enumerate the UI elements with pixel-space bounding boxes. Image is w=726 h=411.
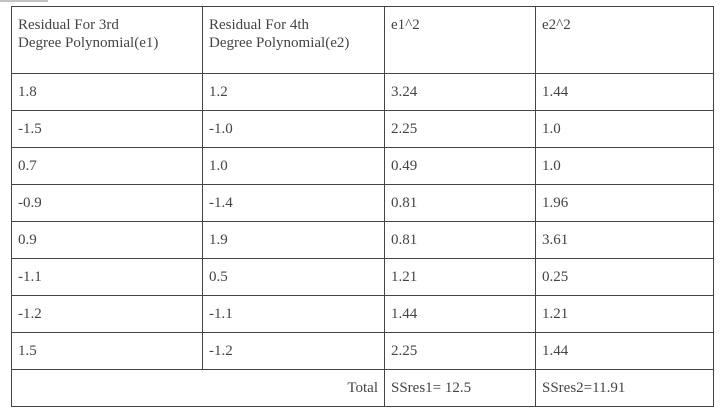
- table-row: 1.8 1.2 3.24 1.44: [11, 73, 714, 111]
- residual-table: Residual For 3rd Degree Polynomial(e1) R…: [11, 6, 714, 407]
- table-header-row: Residual For 3rd Degree Polynomial(e1) R…: [11, 6, 714, 74]
- cell-e2: -1.0: [202, 110, 385, 148]
- cell-e1-squared: 2.25: [384, 332, 536, 370]
- cell-e1: 0.9: [11, 221, 203, 259]
- total-label: Total: [11, 369, 385, 407]
- cell-e1: -1.5: [11, 110, 203, 148]
- cell-e1-squared: 0.81: [384, 221, 536, 259]
- cell-e2-squared: 1.0: [535, 110, 714, 148]
- header-e1-line1: Residual For 3rd: [18, 17, 119, 33]
- table-row: 1.5 -1.2 2.25 1.44: [11, 332, 714, 370]
- cell-e1-squared: 1.21: [384, 258, 536, 296]
- cell-e2-squared: 0.25: [535, 258, 714, 296]
- header-e2-line2: Degree Polynomial(e2): [209, 35, 350, 51]
- cell-e2-squared: 1.21: [535, 295, 714, 333]
- table-row: -1.5 -1.0 2.25 1.0: [11, 110, 714, 148]
- cell-e2: -1.2: [202, 332, 385, 370]
- header-e2-line1: Residual For 4th: [209, 17, 309, 33]
- cell-e1: 1.8: [11, 73, 203, 111]
- cell-e2: 1.0: [202, 147, 385, 185]
- header-e2-squared: e2^2: [535, 6, 714, 74]
- total-row: Total SSres1= 12.5 SSres2=11.91: [11, 369, 714, 407]
- header-e2: Residual For 4th Degree Polynomial(e2): [202, 6, 385, 74]
- table-row: -1.2 -1.1 1.44 1.21: [11, 295, 714, 333]
- cell-e2: -1.1: [202, 295, 385, 333]
- header-e1-line2: Degree Polynomial(e1): [18, 35, 159, 51]
- cell-e1: -0.9: [11, 184, 203, 222]
- total-ssres2: SSres2=11.91: [535, 369, 714, 407]
- cell-e1: -1.1: [11, 258, 203, 296]
- cell-e2-squared: 1.44: [535, 73, 714, 111]
- table-row: -1.1 0.5 1.21 0.25: [11, 258, 714, 296]
- cell-e2-squared: 1.96: [535, 184, 714, 222]
- cell-e1-squared: 0.49: [384, 147, 536, 185]
- cell-e1-squared: 0.81: [384, 184, 536, 222]
- cell-e2-squared: 3.61: [535, 221, 714, 259]
- cell-e1-squared: 3.24: [384, 73, 536, 111]
- total-ssres1: SSres1= 12.5: [384, 369, 536, 407]
- header-e1: Residual For 3rd Degree Polynomial(e1): [11, 6, 203, 74]
- header-e1-squared: e1^2: [384, 6, 536, 74]
- table-row: -0.9 -1.4 0.81 1.96: [11, 184, 714, 222]
- cell-e1-squared: 1.44: [384, 295, 536, 333]
- cell-e1: 0.7: [11, 147, 203, 185]
- cell-e2: 0.5: [202, 258, 385, 296]
- cell-e1-squared: 2.25: [384, 110, 536, 148]
- header-e1-squared-label: e1^2: [391, 17, 420, 33]
- cell-e2-squared: 1.44: [535, 332, 714, 370]
- header-e2-squared-label: e2^2: [542, 17, 571, 33]
- table-row: 0.9 1.9 0.81 3.61: [11, 221, 714, 259]
- cell-e1: -1.2: [11, 295, 203, 333]
- cell-e2: 1.2: [202, 73, 385, 111]
- cell-e2: -1.4: [202, 184, 385, 222]
- cell-e2-squared: 1.0: [535, 147, 714, 185]
- cell-e1: 1.5: [11, 332, 203, 370]
- table-row: 0.7 1.0 0.49 1.0: [11, 147, 714, 185]
- clipped-text-fragment: [0, 0, 60, 6]
- cell-e2: 1.9: [202, 221, 385, 259]
